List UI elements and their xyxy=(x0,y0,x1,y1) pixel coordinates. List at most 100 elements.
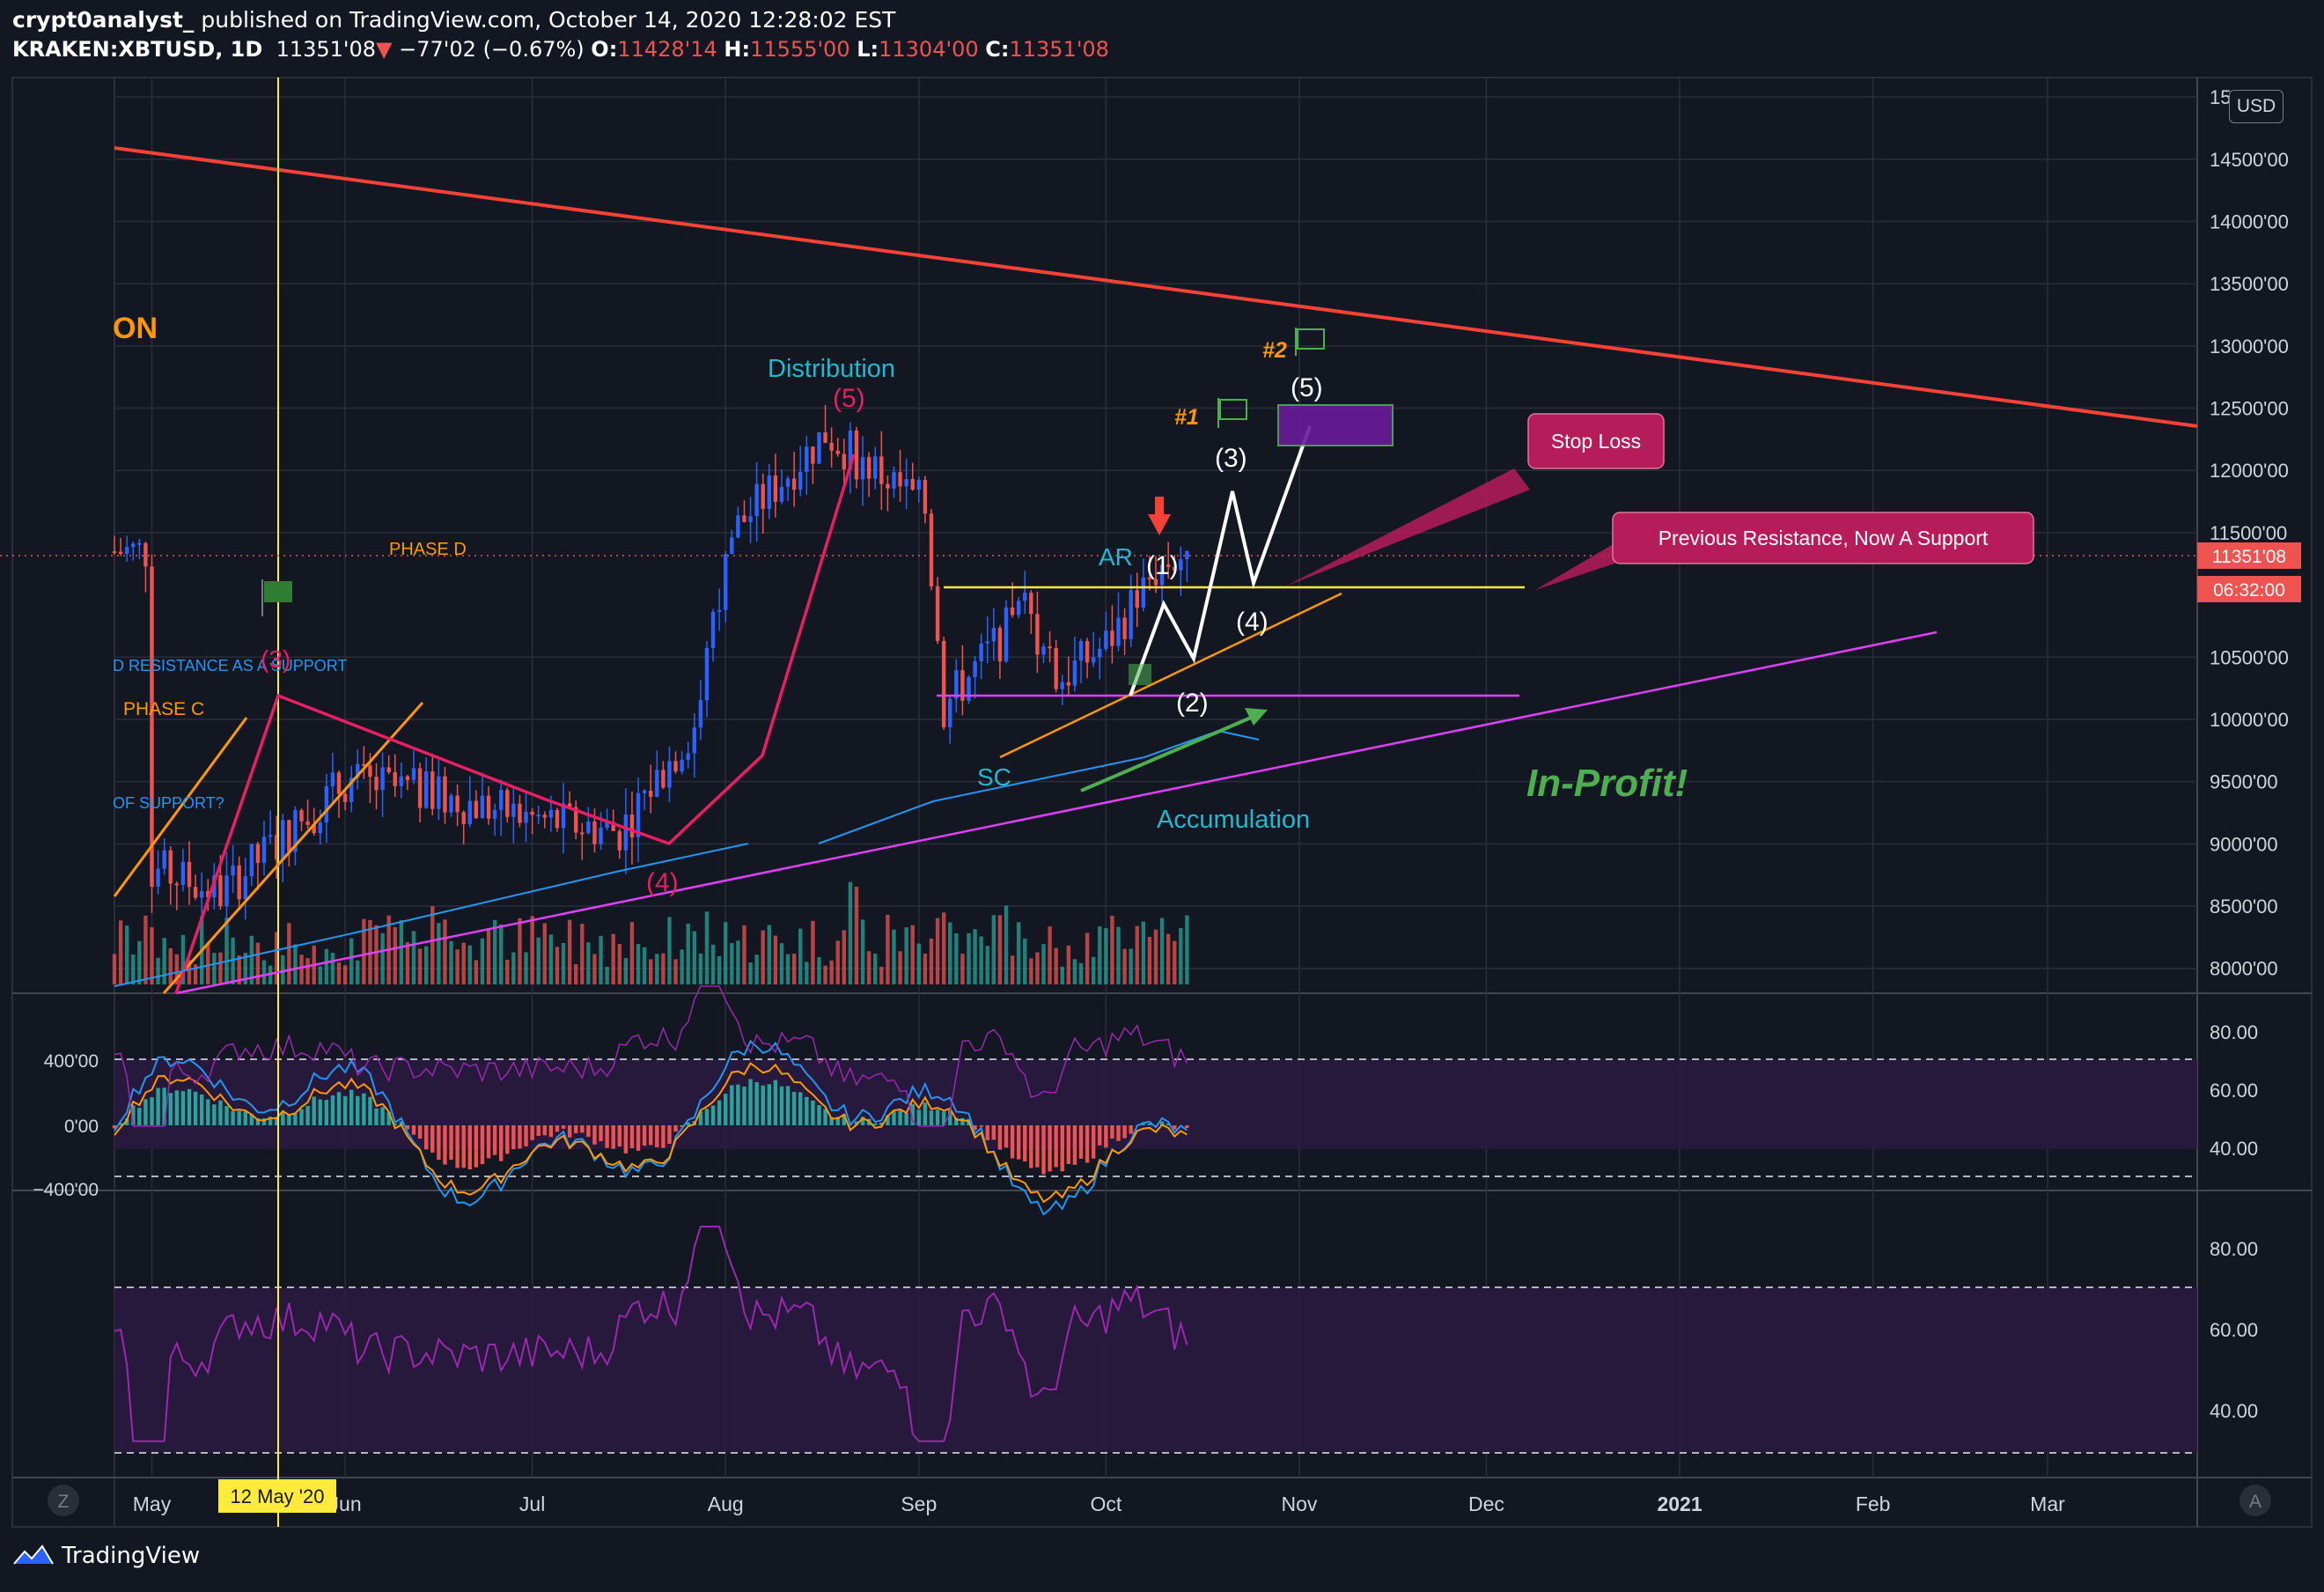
accumulation-arrow-line xyxy=(1080,713,1258,792)
macd-histogram-bar xyxy=(342,1095,348,1125)
volume-bar xyxy=(461,942,466,984)
macd-histogram-bar xyxy=(555,1125,560,1132)
candle-body xyxy=(374,777,379,791)
volume-bar xyxy=(736,940,740,984)
zoom-button-label: Z xyxy=(58,1492,70,1512)
candle-body xyxy=(548,810,554,818)
volume-bar xyxy=(374,925,379,984)
resistance-support-label: D RESISTANCE AS A SUPPORT xyxy=(113,657,347,674)
time-axis[interactable]: May Jun Jul Aug Sep Oct Nov Dec 2021 Feb Mar xyxy=(133,1492,2065,1515)
stop-loss-pointer xyxy=(1285,468,1530,586)
candle-body xyxy=(785,478,791,487)
macd-histogram-bar xyxy=(791,1092,797,1125)
candle-body xyxy=(524,811,528,823)
macd-histogram-bar xyxy=(1035,1125,1040,1168)
candle-body xyxy=(362,763,366,766)
candle-body xyxy=(1179,559,1183,571)
macd-histogram-bar xyxy=(548,1125,554,1138)
candle-body xyxy=(1029,593,1033,615)
volume-bar xyxy=(829,960,834,984)
macd-histogram-bar xyxy=(430,1125,435,1153)
volume-bar xyxy=(673,959,678,984)
volume-bar xyxy=(779,943,784,984)
macd-histogram-bar xyxy=(580,1125,585,1133)
candle-body xyxy=(835,450,840,454)
last-price: 11351'08 xyxy=(276,37,377,62)
price-axis-label: 10500'00 xyxy=(2210,646,2289,668)
volume-bar xyxy=(1010,955,1015,984)
volume-bar xyxy=(617,944,621,984)
price-axis-label: 13000'00 xyxy=(2210,335,2289,357)
volume-bar xyxy=(443,919,447,984)
macd-histogram-bar xyxy=(411,1125,416,1135)
candle-body xyxy=(505,790,510,817)
candle-body xyxy=(393,772,397,786)
rsi-label-80: 80.00 xyxy=(2210,1238,2258,1260)
candle-body xyxy=(480,795,485,819)
macd-histogram-bar xyxy=(680,1125,684,1128)
macd-histogram-bar xyxy=(324,1100,329,1125)
candle-body xyxy=(617,830,621,851)
macd-pane-rsi-line xyxy=(114,985,1188,1127)
candle-body xyxy=(492,809,497,819)
candle-body xyxy=(1116,617,1121,646)
volume-bar xyxy=(474,960,479,984)
volume-bar xyxy=(150,927,154,984)
volume-bar xyxy=(848,881,853,984)
macd-histogram-bar xyxy=(1023,1125,1027,1161)
volume-bar xyxy=(941,912,946,984)
volume-bar xyxy=(237,955,241,984)
symbol-label: KRAKEN:XBTUSD, 1D xyxy=(12,37,263,62)
orange-channel-line-2 xyxy=(162,702,424,994)
volume-bar xyxy=(1060,966,1064,984)
candle-body xyxy=(960,670,965,701)
volume-bar xyxy=(206,943,210,984)
price-axis[interactable]: 15 14500'00 14000'00 13500'00 13000'00 12500'… xyxy=(2210,86,2289,980)
high-label: H: xyxy=(724,37,751,62)
candle-body xyxy=(805,446,809,472)
candle-body xyxy=(817,432,821,464)
candle-body xyxy=(518,803,522,823)
macd-histogram-bar xyxy=(168,1093,173,1125)
candle-body xyxy=(673,761,678,772)
candle-body xyxy=(342,793,348,802)
macd-histogram-bar xyxy=(811,1100,815,1125)
volume-bar xyxy=(330,952,335,984)
currency-badge[interactable]: USD xyxy=(2229,90,2284,123)
rsi-label-60: 60.00 xyxy=(2210,1319,2258,1341)
volume-bar xyxy=(636,944,641,984)
volume-bar xyxy=(1173,940,1177,984)
volume-bar xyxy=(1159,918,1165,984)
candle-body xyxy=(1091,657,1096,663)
candle-body xyxy=(948,698,952,727)
volume-bar xyxy=(1054,947,1058,984)
candle-body xyxy=(1066,682,1071,686)
time-axis-label: Dec xyxy=(1468,1492,1504,1515)
macd-histogram-bar xyxy=(923,1102,928,1125)
volume-bar xyxy=(704,911,710,984)
moving-average-blue xyxy=(818,729,1260,844)
candle-body xyxy=(368,765,372,778)
moving-average-blue-left xyxy=(114,843,749,987)
macd-histogram-bar xyxy=(1060,1125,1064,1172)
macd-histogram-bar xyxy=(356,1095,360,1125)
candle-body xyxy=(1110,630,1114,646)
macd-histogram-bar xyxy=(636,1125,641,1151)
tradingview-logo[interactable]: TradingView xyxy=(12,1543,200,1569)
stop-loss-callout xyxy=(1527,413,1665,469)
macd-histogram-bar xyxy=(860,1117,865,1125)
auto-scale-button[interactable] xyxy=(2239,1485,2271,1516)
macd-histogram-bar xyxy=(137,1108,142,1125)
candle-body xyxy=(268,835,273,837)
volume-bar xyxy=(611,933,615,984)
macd-histogram-bar xyxy=(293,1113,298,1125)
zoom-button[interactable] xyxy=(48,1485,79,1516)
volume-bar xyxy=(224,918,229,984)
macd-histogram-bar xyxy=(730,1085,734,1125)
macd-histogram-bar xyxy=(224,1106,229,1125)
volume-bar xyxy=(1185,915,1189,984)
macd-histogram-bar xyxy=(1010,1125,1015,1159)
candle-body xyxy=(330,772,335,786)
down-arrow-shaft xyxy=(1155,497,1164,516)
